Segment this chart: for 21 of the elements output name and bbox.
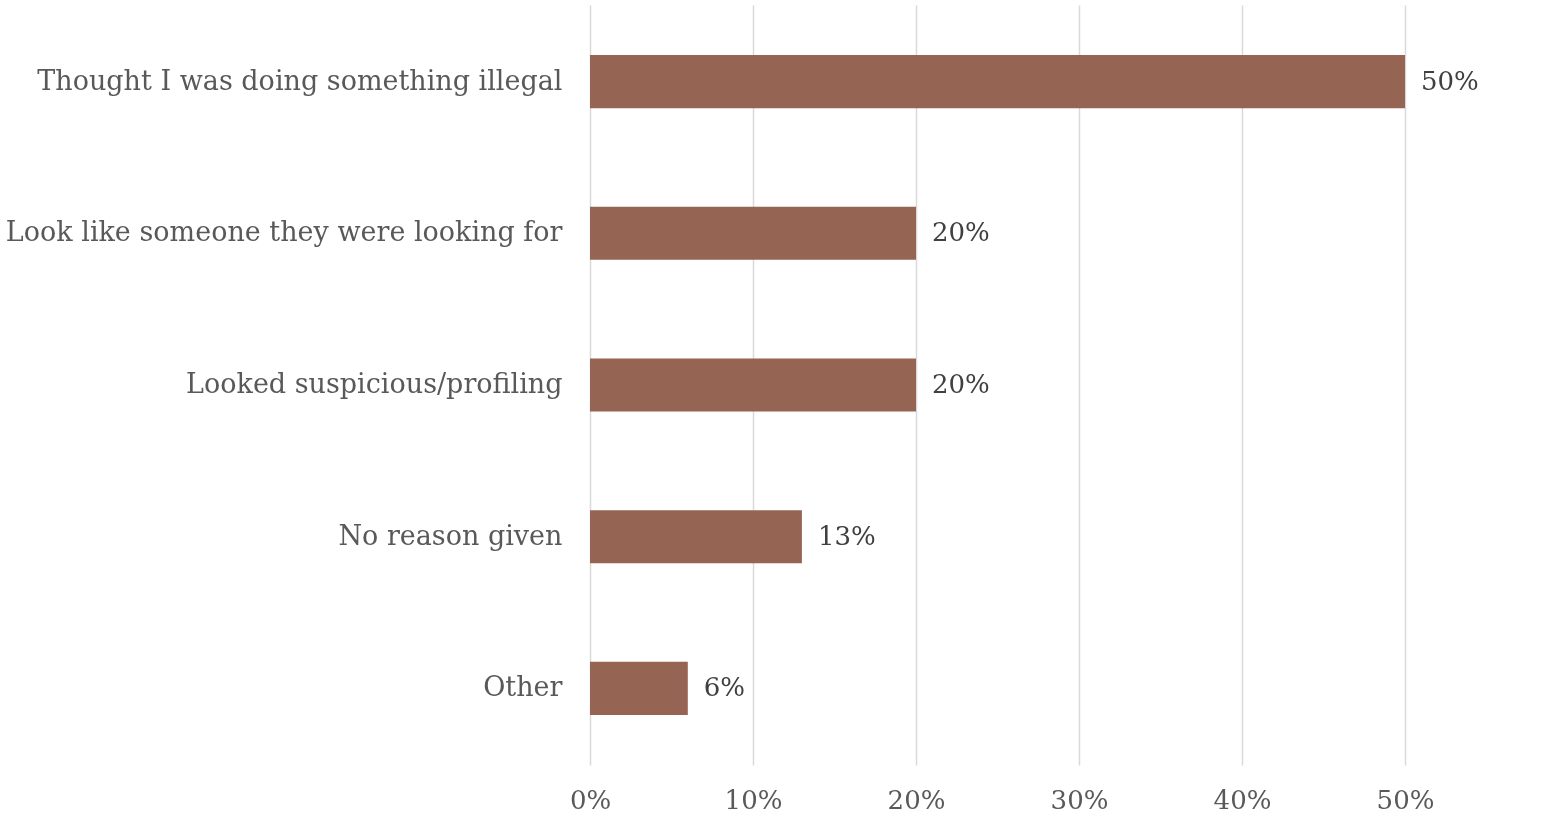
bar	[590, 661, 688, 715]
y-tick-label: No reason given	[338, 519, 563, 551]
data-label: 6%	[703, 672, 746, 703]
x-tick-label: 40%	[1213, 784, 1272, 815]
data-label: 20%	[932, 217, 990, 248]
y-tick-label: Thought I was doing something illegal	[37, 64, 563, 96]
data-label: 50%	[1421, 65, 1479, 96]
y-tick-label: Looked suspicious/profiling	[186, 368, 563, 399]
x-tick-label: 50%	[1376, 784, 1435, 815]
y-tick-label: Other	[483, 671, 563, 703]
data-label: 20%	[932, 369, 990, 399]
bar	[590, 206, 916, 260]
bar	[590, 358, 916, 412]
data-label: 13%	[817, 520, 876, 551]
x-tick-label: 0%	[569, 784, 612, 815]
bar	[590, 55, 1405, 109]
x-tick-label: 10%	[724, 784, 783, 815]
x-tick-label: 30%	[1050, 784, 1109, 815]
y-tick-label: Look like someone they were looking for	[5, 216, 563, 248]
bar	[590, 510, 802, 564]
x-tick-label: 20%	[887, 784, 946, 815]
